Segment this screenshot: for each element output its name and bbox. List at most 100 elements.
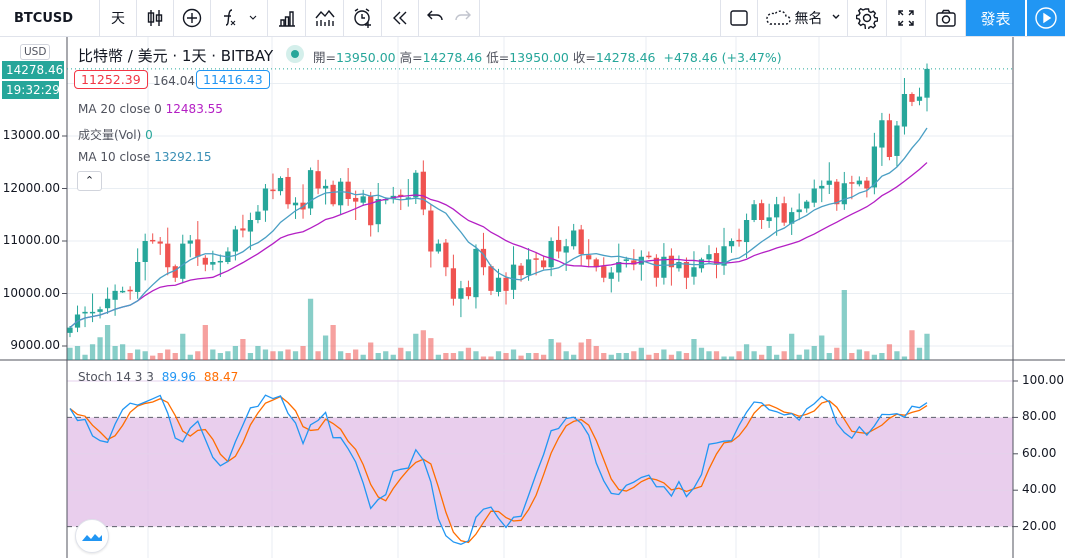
volume-bar: [736, 351, 742, 360]
volume-bar: [353, 349, 359, 360]
layout-save-button[interactable]: 無名: [758, 0, 848, 36]
candle-body: [736, 239, 742, 242]
play-icon[interactable]: [1027, 0, 1065, 36]
candle-body: [202, 257, 208, 265]
collapse-legend-button[interactable]: ⌃: [77, 171, 102, 191]
volume-bar: [74, 346, 81, 360]
volume-bar: [89, 344, 96, 360]
templates-icon[interactable]: [306, 0, 344, 36]
layout-name: 無名: [794, 11, 823, 27]
replay-icon[interactable]: [382, 0, 419, 36]
candle-body: [187, 240, 193, 244]
settings-gear-icon[interactable]: [848, 0, 887, 36]
open-label: 開=: [313, 50, 336, 65]
volume-bar: [638, 347, 644, 360]
publish-button[interactable]: 發表: [966, 0, 1026, 36]
market-open-dot-icon: [286, 45, 304, 63]
open-value: 13950.00: [335, 50, 396, 65]
candle-body: [398, 194, 404, 197]
candle-body: [901, 94, 908, 127]
candle-body: [909, 94, 915, 102]
ma10-legend[interactable]: MA 10 close 13292.15: [78, 150, 211, 164]
undo-icon[interactable]: [425, 6, 445, 30]
candles-icon[interactable]: [137, 0, 174, 36]
screenshot-camera-icon[interactable]: [926, 0, 966, 36]
volume-bar: [225, 351, 231, 360]
volume-bar: [864, 351, 870, 360]
volume-bar: [518, 355, 524, 360]
candle-body: [450, 268, 457, 299]
currency-label[interactable]: USD: [20, 44, 51, 60]
volume-bar: [368, 342, 374, 360]
volume-bar: [270, 351, 276, 360]
candle-body: [841, 183, 847, 205]
volume-bar: [901, 356, 908, 360]
ma20-legend[interactable]: MA 20 close 0 12483.55: [78, 102, 223, 116]
candle-body: [322, 185, 329, 189]
candle-body: [864, 180, 870, 189]
candle-body: [849, 182, 855, 184]
volume-bar: [157, 353, 163, 360]
tradingview-logo-icon[interactable]: [75, 519, 109, 553]
price-tick-label: 9000.00: [10, 338, 60, 352]
volume-bar: [443, 353, 449, 360]
volume-bar: [247, 353, 254, 360]
interval-button[interactable]: 天: [100, 0, 137, 36]
indicators-button[interactable]: [211, 0, 268, 36]
volume-bar: [849, 353, 855, 360]
ma20-line: [69, 162, 928, 329]
volume-bar: [525, 353, 532, 360]
financials-icon[interactable]: [268, 0, 306, 36]
volume-bar: [563, 351, 569, 360]
candle-body: [563, 246, 569, 253]
stoch-band: [67, 417, 1013, 527]
volume-bar: [112, 346, 118, 360]
sell-price-box[interactable]: 11252.39: [74, 70, 148, 89]
volume-legend[interactable]: 成交量(Vol) 0: [78, 126, 153, 143]
volume-bar: [886, 344, 893, 360]
symbol-search-button[interactable]: BTCUSD: [0, 0, 100, 36]
volume-bar: [262, 349, 269, 360]
buy-price-box[interactable]: 11416.43: [196, 70, 270, 89]
alert-icon[interactable]: [344, 0, 382, 36]
volume-bar: [766, 346, 772, 360]
stoch-legend[interactable]: Stoch 14 3 3 89.96 88.47: [78, 370, 238, 384]
volume-bar: [826, 353, 832, 360]
candle-body: [811, 188, 817, 203]
high-label: 高=: [399, 50, 423, 65]
compare-plus-icon[interactable]: [174, 0, 211, 36]
candle-body: [353, 197, 359, 202]
redo-icon[interactable]: [453, 6, 473, 30]
volume-bar: [127, 353, 133, 360]
fullscreen-square-icon[interactable]: [720, 0, 758, 36]
volume-bar: [916, 347, 923, 360]
ohlc-legend: 開=13950.00 高=14278.46 低=13950.00 收=14278…: [313, 47, 782, 66]
candle-body: [270, 189, 276, 192]
candle-body: [698, 259, 705, 269]
candle-body: [601, 266, 607, 278]
candle-body: [743, 220, 750, 243]
low-value: 13950.00: [509, 50, 569, 65]
candle-body: [503, 277, 509, 291]
volume-bar: [307, 298, 314, 360]
candle-body: [307, 170, 314, 209]
volume-bar: [503, 353, 509, 360]
volume-bar: [277, 351, 284, 360]
candle-body: [180, 243, 186, 279]
volume-bar: [879, 353, 885, 360]
volume-bar: [413, 333, 419, 360]
volume-bar: [661, 349, 667, 360]
candle-body: [375, 199, 381, 225]
change-value: +478.46 (+3.47%): [663, 50, 782, 65]
chart-canvas[interactable]: [0, 37, 1065, 558]
volume-bar: [698, 347, 705, 360]
stoch-tick-label: 40.00: [1022, 482, 1057, 497]
volume-bar: [728, 356, 735, 360]
volume-bar: [450, 353, 457, 360]
high-value: 14278.46: [422, 50, 483, 65]
volume-bar: [435, 354, 441, 360]
fullscreen-icon[interactable]: [887, 0, 926, 36]
volume-bar: [180, 333, 186, 360]
bar-countdown-label: 19:32:29: [2, 81, 60, 99]
volume-bar: [240, 339, 246, 360]
